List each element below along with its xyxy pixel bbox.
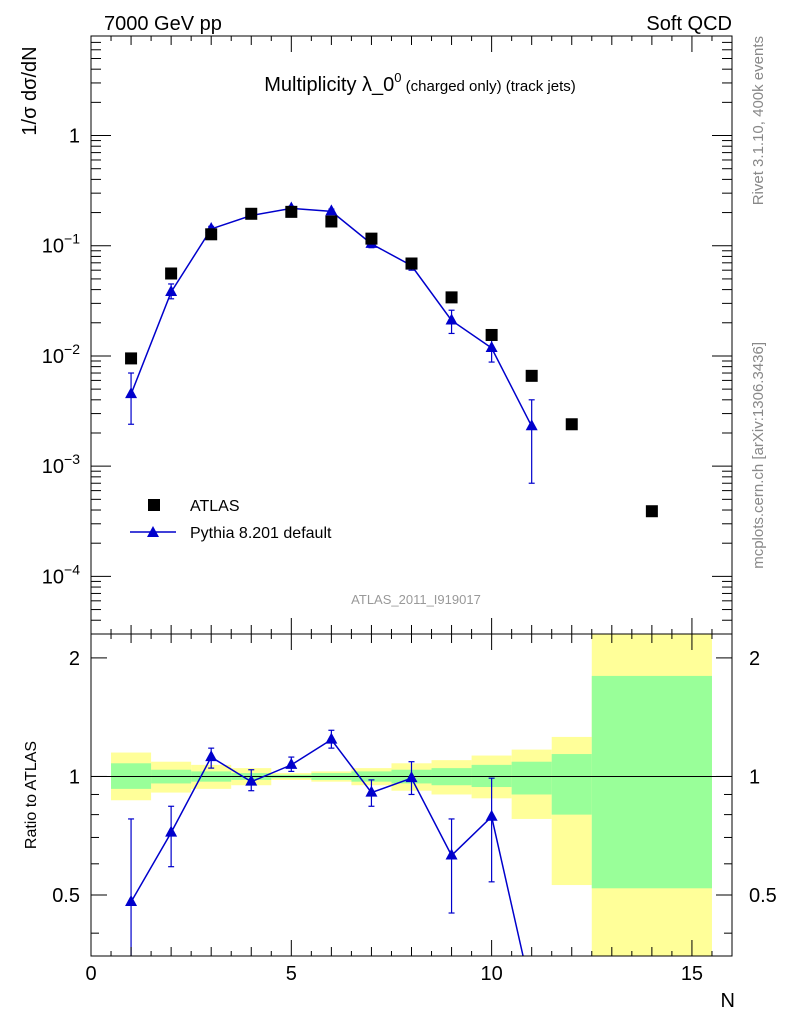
ratio-panel: 0.5 0.5 1 1 2 2 0 5 10 15 Ratio to ATLAS N	[23, 633, 777, 1012]
legend-atlas-label: ATLAS	[190, 498, 240, 515]
atlas-marker	[245, 207, 258, 220]
atlas-marker	[285, 205, 298, 218]
mcplots-label: mcplots.cern.ch [arXiv:1306.3436]	[750, 342, 767, 569]
legend-pythia-marker	[147, 526, 159, 537]
ratio-pythia-marker	[285, 757, 298, 769]
main-y-tick-label: 10−4	[42, 561, 80, 588]
ratio-y-tick-label-right: 2	[749, 648, 760, 670]
analysis-id-label: ATLAS_2011_I919017	[351, 592, 481, 607]
ratio-pythia-marker	[245, 774, 258, 786]
x-tick-label: 5	[286, 963, 297, 985]
atlas-marker	[125, 352, 138, 365]
ratio-pythia-marker	[325, 732, 338, 744]
main-y-tick-label: 10−1	[42, 231, 80, 258]
energy-label: 7000 GeV pp	[104, 13, 222, 35]
pythia-marker	[165, 285, 178, 297]
ratio-pythia-marker	[405, 771, 418, 783]
atlas-marker	[405, 257, 418, 270]
legend: ATLAS Pythia 8.201 default	[130, 498, 332, 542]
process-label: Soft QCD	[646, 13, 732, 35]
atlas-marker	[645, 505, 658, 518]
pythia-marker	[125, 387, 138, 399]
legend-pythia-label: Pythia 8.201 default	[190, 525, 332, 542]
y-axis-label: 1/σ dσ/dN	[19, 46, 41, 135]
ratio-pythia-marker	[205, 750, 218, 762]
ratio-band-inner	[591, 675, 712, 889]
plot-title: Multiplicity λ_00 (charged only) (track …	[264, 70, 576, 96]
x-tick-label: 0	[85, 963, 96, 985]
ratio-y-tick-label: 1	[69, 766, 80, 788]
main-panel: 10−4 10−3 10−2 10−1 1 Multiplicity λ_00 (cha…	[19, 35, 733, 635]
ratio-y-tick-label: 0.5	[52, 885, 80, 907]
ratio-pythia-marker	[365, 785, 378, 797]
atlas-marker	[565, 418, 578, 431]
x-tick-label: 15	[681, 963, 703, 985]
main-frame	[90, 35, 733, 635]
ratio-band-inner	[551, 754, 592, 815]
pythia-marker	[485, 341, 498, 353]
atlas-marker	[485, 328, 498, 341]
main-y-tick-label: 10−2	[42, 341, 80, 368]
ratio-y-axis-label: Ratio to ATLAS	[23, 741, 40, 849]
ratio-y-tick-label-right: 0.5	[749, 885, 777, 907]
ratio-y-tick-label: 2	[69, 648, 80, 670]
atlas-marker	[525, 369, 538, 382]
pythia-marker	[325, 204, 338, 216]
atlas-marker	[205, 228, 218, 241]
ratio-pythia-marker	[125, 894, 138, 906]
atlas-marker	[445, 291, 458, 304]
pythia-line	[130, 207, 533, 427]
x-axis-label: N	[721, 990, 735, 1012]
atlas-marker	[165, 267, 178, 280]
pythia-marker	[445, 313, 458, 325]
pythia-marker	[525, 419, 538, 431]
ratio-pythia-marker	[165, 825, 178, 837]
x-tick-label: 10	[481, 963, 503, 985]
main-y-tick-label: 10−3	[42, 451, 80, 478]
ratio-pythia-marker	[445, 848, 458, 860]
atlas-marker	[365, 232, 378, 245]
ratio-y-tick-label-right: 1	[749, 766, 760, 788]
rivet-version-label: Rivet 3.1.10, 400k events	[750, 36, 767, 205]
legend-atlas-marker	[148, 499, 160, 511]
main-y-tick-label: 1	[69, 126, 80, 148]
atlas-marker	[325, 215, 338, 228]
ratio-pythia-marker	[485, 809, 498, 821]
ratio-band-inner	[511, 761, 552, 795]
